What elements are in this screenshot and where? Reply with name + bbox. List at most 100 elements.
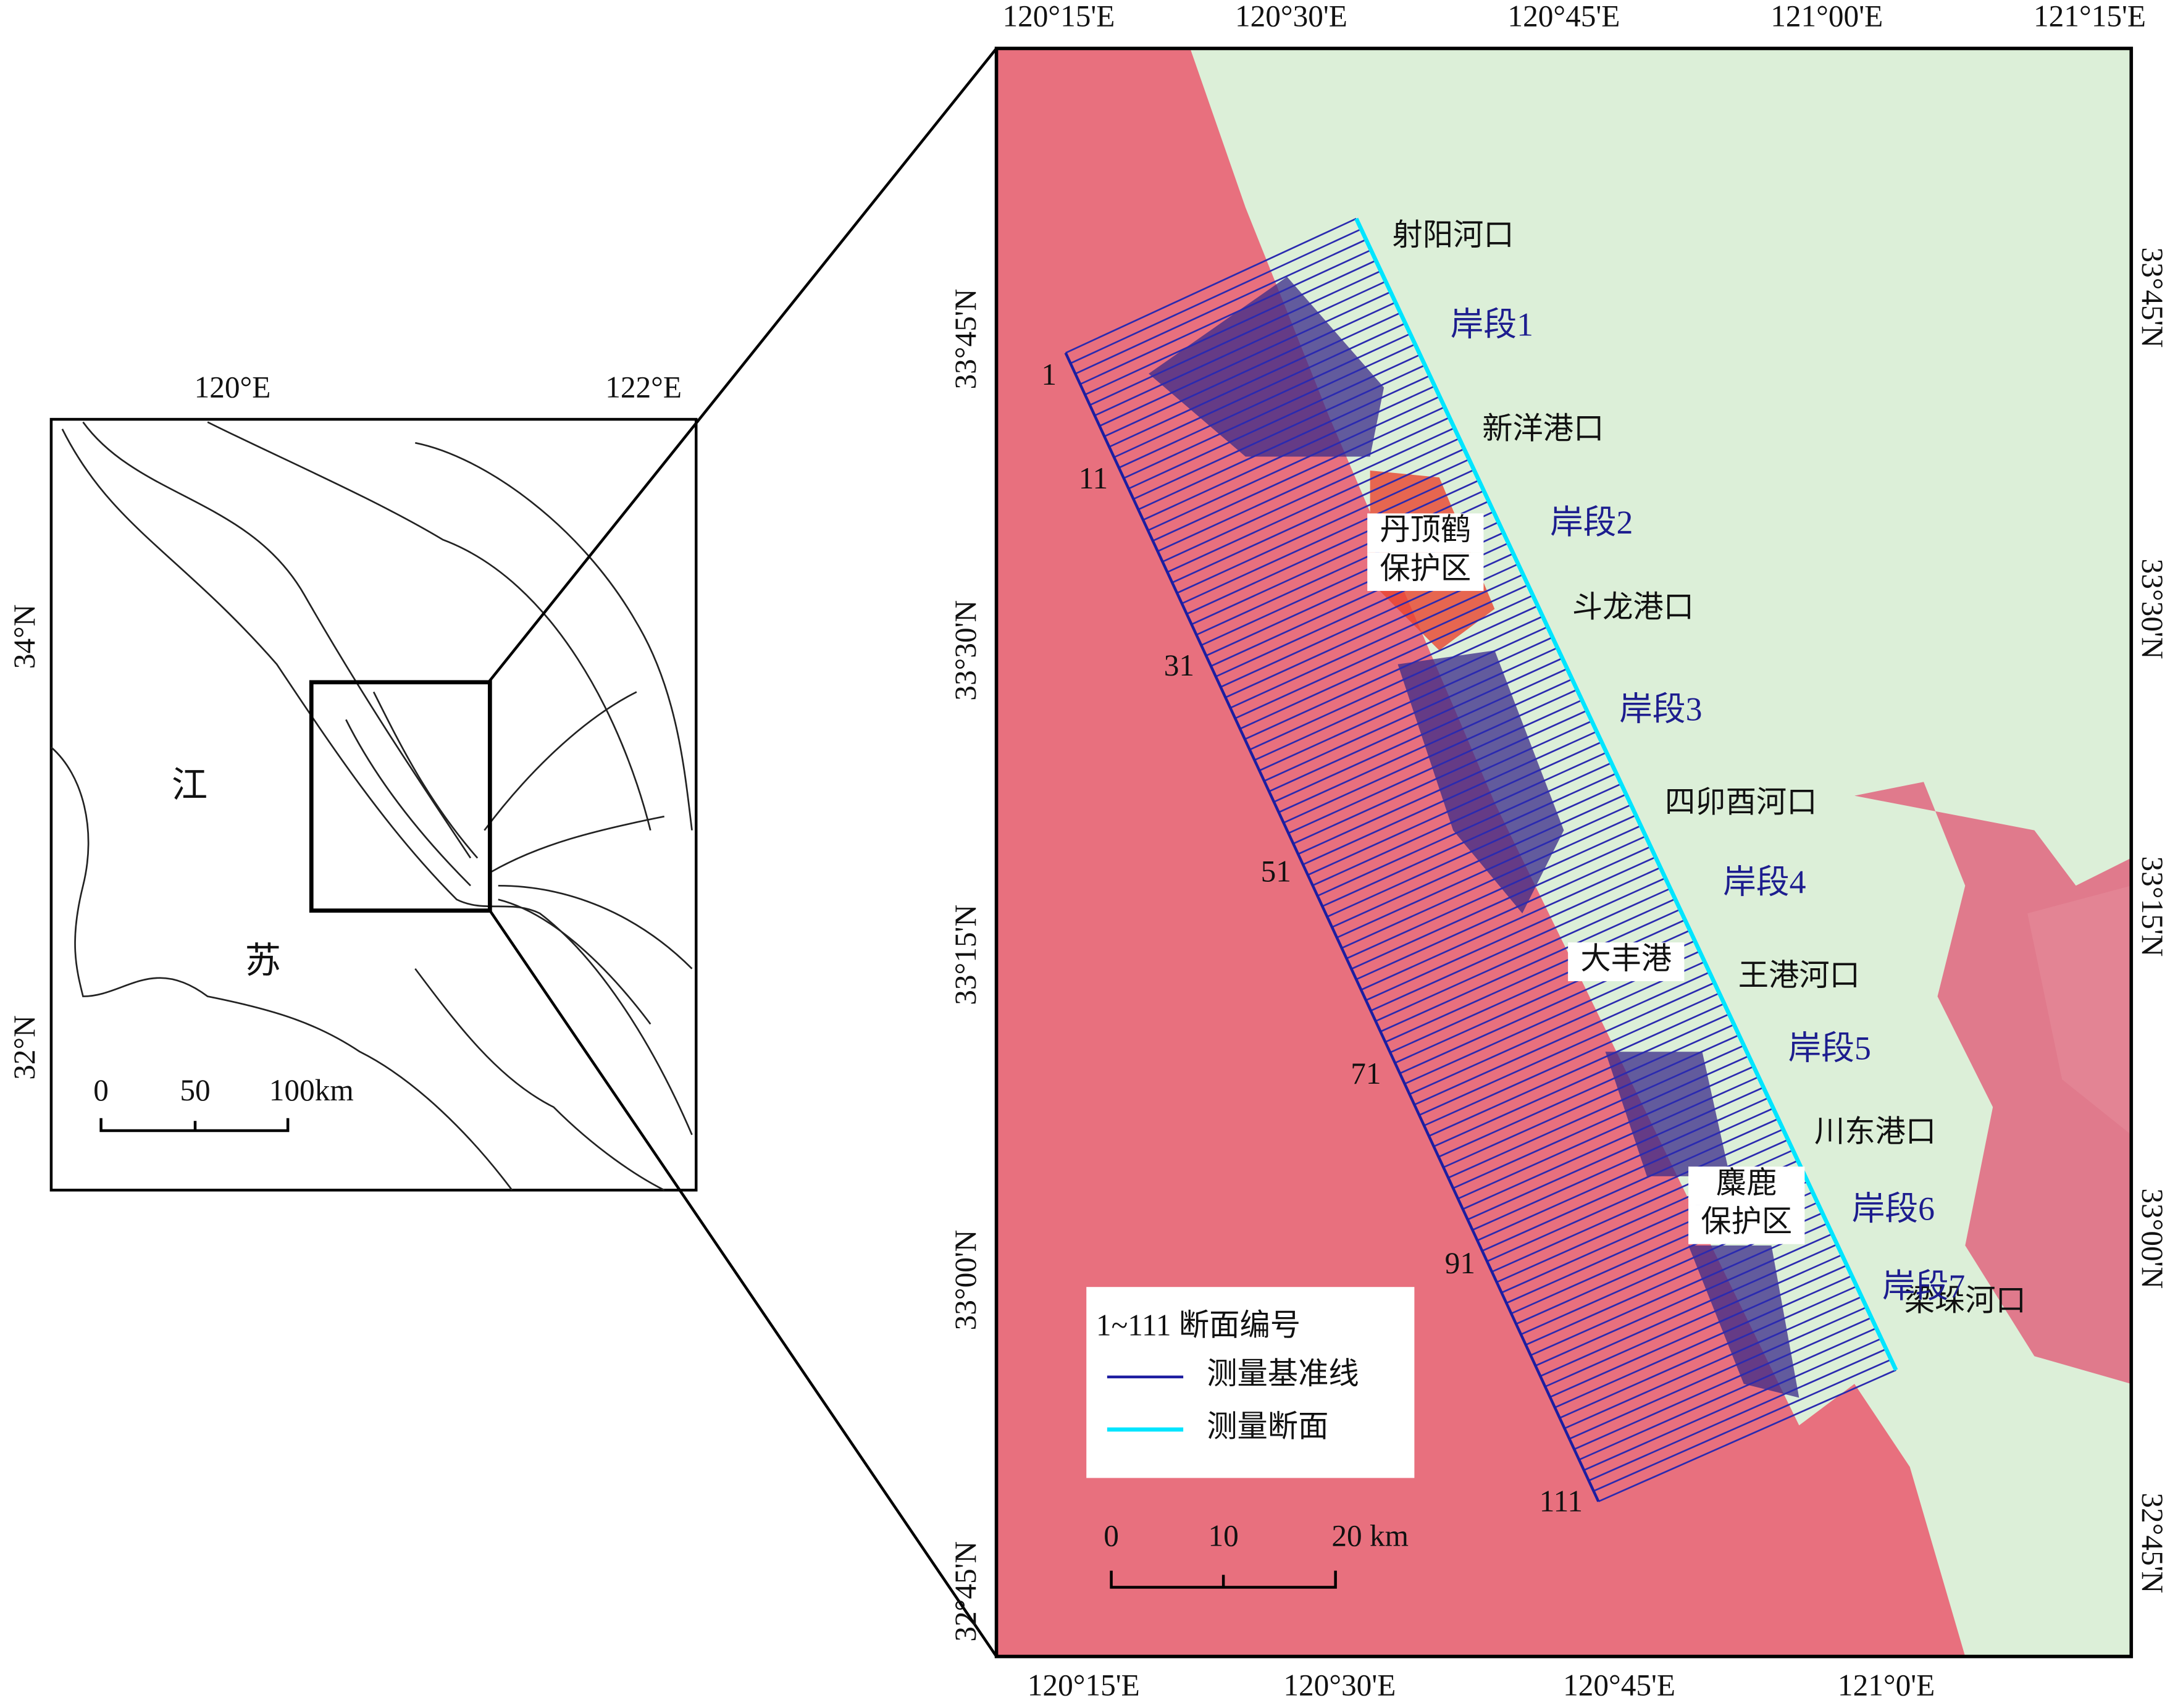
transect xyxy=(1249,615,1543,751)
segment-label: 岸段2 xyxy=(1550,504,1633,541)
zoom-line xyxy=(488,910,998,1657)
transect xyxy=(1428,1003,1725,1137)
transect xyxy=(1133,364,1426,500)
lat-label: 33°15'N xyxy=(2135,856,2169,957)
lon-label: 120°15'E xyxy=(1028,1668,1140,1702)
inset-lon-label: 122°E xyxy=(605,370,682,404)
segment-label: 岸段5 xyxy=(1788,1030,1870,1067)
transect xyxy=(1544,1254,1843,1388)
transect xyxy=(1326,783,1622,918)
transect xyxy=(1157,416,1450,552)
province-label: 江 xyxy=(172,765,207,805)
transect xyxy=(1186,479,1480,615)
transect xyxy=(1486,1128,1784,1262)
transect xyxy=(1099,291,1391,427)
section-number: 1 xyxy=(1041,358,1057,391)
transect xyxy=(1283,689,1578,824)
transect xyxy=(1593,1358,1891,1492)
transect xyxy=(1380,898,1676,1032)
transect xyxy=(1263,647,1558,782)
transect xyxy=(1176,458,1470,594)
transect xyxy=(1128,354,1421,490)
area-label: 保护区 xyxy=(1380,551,1471,585)
transect xyxy=(1302,731,1598,866)
transect xyxy=(1569,1306,1867,1440)
scale-label: 50 xyxy=(180,1073,210,1107)
legend-title: 1~111 断面编号 xyxy=(1096,1308,1301,1342)
transect xyxy=(1167,437,1460,573)
transect xyxy=(1147,396,1440,532)
place-label: 射阳河口 xyxy=(1393,218,1514,252)
transect xyxy=(1142,385,1435,521)
transect xyxy=(1273,668,1568,803)
lon-label: 120°15'E xyxy=(1002,0,1115,33)
place-label: 梁垛河口 xyxy=(1904,1283,2026,1317)
transect xyxy=(1254,626,1548,761)
segment-label: 岸段4 xyxy=(1723,864,1806,901)
transect xyxy=(1409,961,1705,1095)
sea xyxy=(1190,48,2132,1657)
tidal-flat xyxy=(2027,885,2132,1135)
transects xyxy=(1065,217,1896,1502)
transect xyxy=(1462,1076,1759,1210)
lat-label: 33°00'N xyxy=(949,1230,982,1331)
transect xyxy=(1578,1327,1877,1461)
lon-label: 121°00'E xyxy=(1770,0,1883,33)
scale-label: 10 xyxy=(1208,1518,1238,1552)
segment-label: 岸段6 xyxy=(1852,1191,1935,1228)
transect xyxy=(1438,1024,1735,1158)
transect xyxy=(1360,856,1656,991)
place-label: 斗龙港口 xyxy=(1572,590,1694,624)
scale-label: 0 xyxy=(1104,1518,1119,1552)
label-box xyxy=(1688,1205,1805,1244)
transect xyxy=(1191,490,1485,626)
transect xyxy=(1288,699,1583,834)
transect xyxy=(1588,1348,1887,1481)
place-label: 四卯酉河口 xyxy=(1665,785,1817,819)
transect xyxy=(1477,1107,1774,1242)
transect xyxy=(1481,1118,1779,1252)
transect xyxy=(1385,908,1681,1043)
lon-label: 120°45'E xyxy=(1507,0,1620,33)
legend-item: 测量基准线 xyxy=(1207,1357,1359,1391)
transect xyxy=(1418,982,1715,1116)
section-line xyxy=(1354,217,1898,1371)
transect xyxy=(1370,877,1666,1012)
place-label: 川东港口 xyxy=(1814,1115,1936,1149)
transect xyxy=(1307,741,1602,876)
transect xyxy=(1341,814,1636,949)
main-map-image xyxy=(996,48,2132,1657)
scale-bar xyxy=(99,1118,290,1132)
transect xyxy=(1171,448,1465,584)
section-number: 91 xyxy=(1445,1246,1475,1280)
baseline xyxy=(1064,352,1600,1502)
transect xyxy=(1336,804,1632,939)
transect xyxy=(1322,772,1617,907)
transect xyxy=(1535,1233,1833,1367)
transect xyxy=(1297,720,1593,855)
inset-lon-label: 120°E xyxy=(195,370,271,404)
transect xyxy=(1443,1034,1740,1168)
place-label: 新洋港口 xyxy=(1482,412,1604,446)
transect xyxy=(1268,657,1563,792)
transect xyxy=(1540,1244,1838,1377)
transect xyxy=(1365,866,1661,1002)
transect xyxy=(1573,1317,1872,1451)
segment-label: 岸段7 xyxy=(1882,1268,1965,1305)
area-label: 保护区 xyxy=(1701,1205,1792,1239)
province-label: 苏 xyxy=(245,940,281,981)
transect xyxy=(1598,1369,1896,1502)
transect xyxy=(1457,1065,1754,1200)
transect xyxy=(1234,584,1528,719)
transect xyxy=(1065,217,1357,354)
transect xyxy=(1312,751,1607,887)
transect xyxy=(1583,1338,1882,1471)
lat-label: 33°30'N xyxy=(2135,559,2169,659)
transect xyxy=(1104,301,1396,437)
transect xyxy=(1389,919,1686,1053)
lon-label: 121°15'E xyxy=(2034,0,2146,33)
transect xyxy=(1467,1086,1764,1221)
transect xyxy=(1079,249,1372,385)
transect xyxy=(1137,375,1430,511)
